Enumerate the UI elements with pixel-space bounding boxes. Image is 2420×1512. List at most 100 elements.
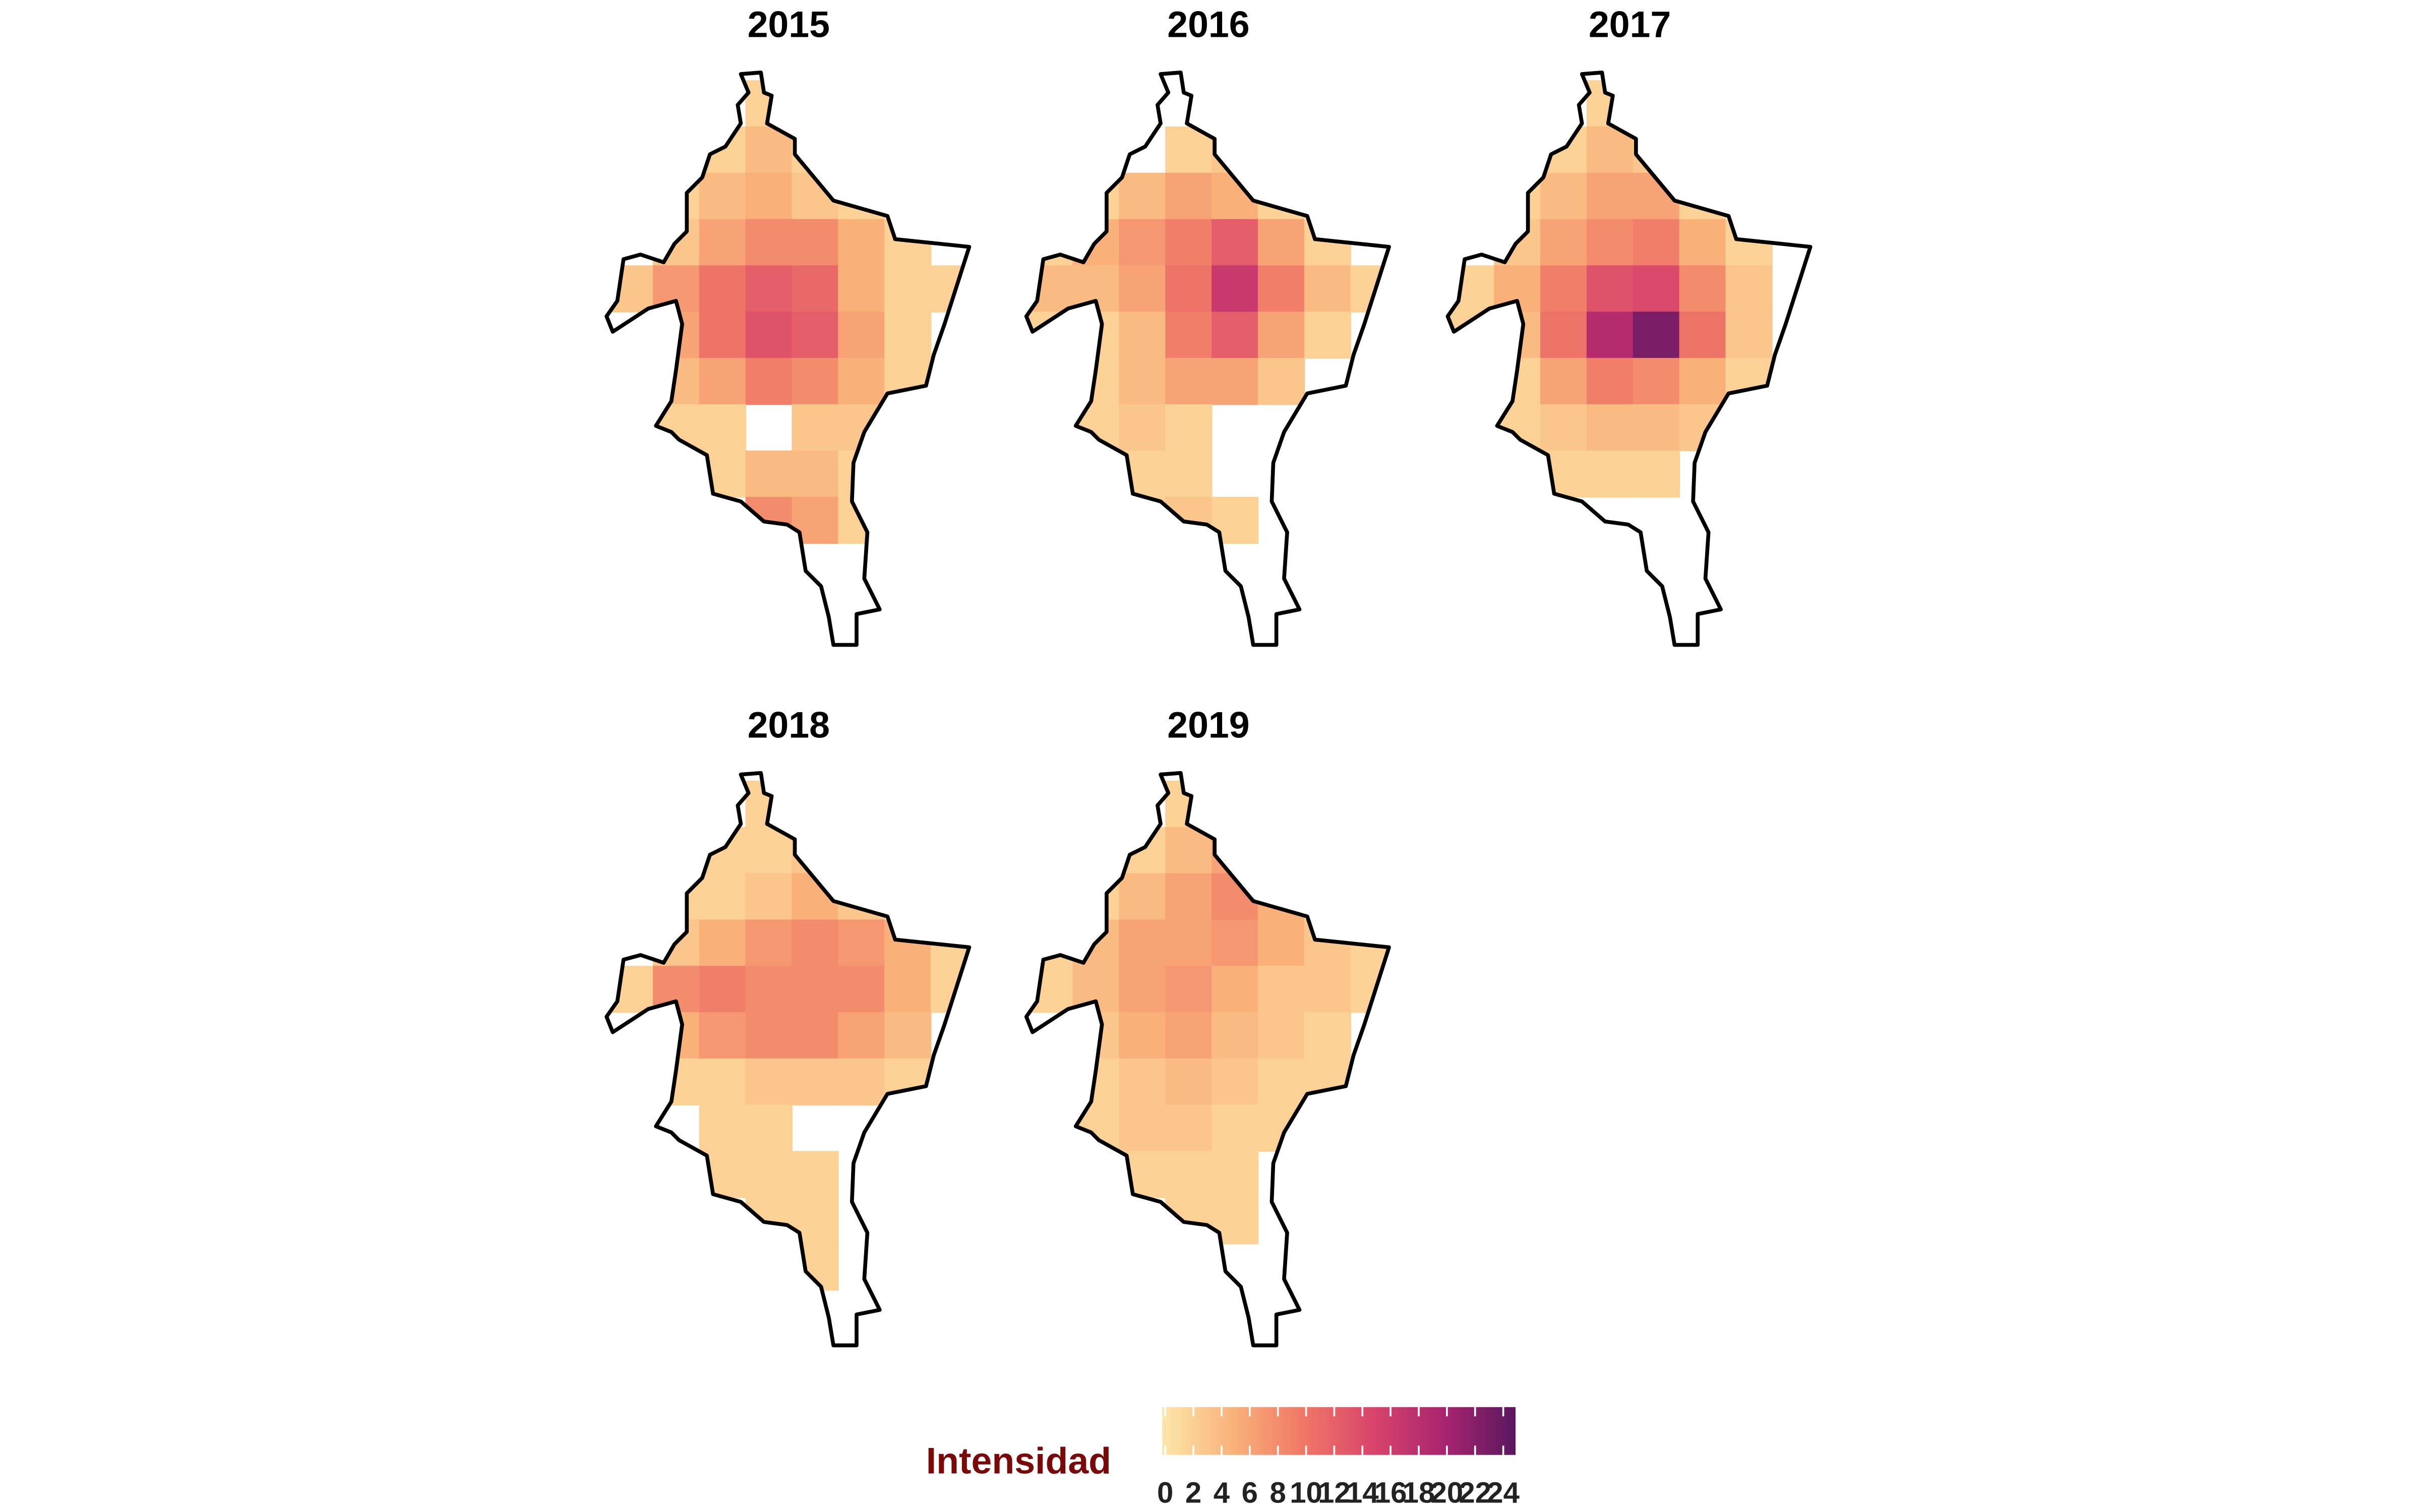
cell <box>699 919 747 967</box>
cell <box>1540 311 1588 359</box>
cell <box>792 127 839 174</box>
cell <box>1679 219 1726 267</box>
legend-tick-label: 8 <box>1270 1477 1286 1509</box>
legend-title: Intensidad <box>926 1439 1111 1481</box>
cell <box>1679 265 1726 312</box>
cell <box>884 1012 932 1059</box>
cell <box>745 358 793 405</box>
cell <box>1165 450 1213 498</box>
boundary <box>604 71 972 647</box>
cell <box>699 404 747 452</box>
cell <box>1257 358 1305 405</box>
cell <box>838 219 885 267</box>
cell <box>699 219 747 267</box>
legend-tick-label: 4 <box>1214 1477 1230 1509</box>
legend-tick-label: 18 <box>1403 1477 1435 1509</box>
panel-title: 2019 <box>1167 704 1249 745</box>
cell <box>884 966 932 1013</box>
panel-title: 2015 <box>748 3 830 45</box>
cell <box>1212 265 1259 312</box>
cell <box>884 311 932 359</box>
panel <box>607 780 970 1291</box>
cell <box>1725 265 1773 312</box>
cell <box>1257 919 1305 967</box>
cell <box>699 311 747 359</box>
cell <box>1165 919 1213 967</box>
cell <box>1119 265 1166 312</box>
cell <box>652 311 700 359</box>
legend-tick-label: 16 <box>1374 1477 1407 1509</box>
cell <box>745 450 793 498</box>
cell <box>838 919 885 967</box>
panel <box>1026 127 1389 544</box>
cell <box>1212 919 1259 967</box>
legend-tick-label: 12 <box>1318 1477 1351 1509</box>
cell <box>884 265 932 312</box>
cell <box>1119 1104 1166 1152</box>
cell <box>792 1012 839 1059</box>
legend-tick-label: 20 <box>1431 1477 1464 1509</box>
legend-tick-label: 24 <box>1487 1477 1520 1509</box>
cell <box>1119 1012 1166 1059</box>
cell <box>745 219 793 267</box>
cell <box>1072 1012 1120 1059</box>
cell <box>1212 358 1259 405</box>
cell <box>1679 358 1726 405</box>
cell <box>838 358 885 405</box>
cell <box>699 265 747 312</box>
cell <box>699 1104 747 1152</box>
cell <box>1257 219 1305 267</box>
cell <box>652 172 700 220</box>
cell <box>838 966 885 1013</box>
cell <box>1119 1058 1166 1106</box>
cell <box>1257 1012 1305 1059</box>
cell <box>1257 265 1305 312</box>
cell <box>1304 966 1352 1013</box>
cell <box>1212 1012 1259 1059</box>
cell <box>1586 358 1634 405</box>
cell <box>699 358 747 405</box>
cell <box>1586 265 1634 312</box>
cell <box>1119 311 1166 359</box>
cell <box>1165 966 1213 1013</box>
cell <box>1586 404 1634 452</box>
cell <box>792 358 839 405</box>
cell <box>745 873 793 921</box>
cell <box>1165 404 1213 452</box>
cell <box>1072 311 1120 359</box>
panel-title: 2017 <box>1589 3 1671 45</box>
cell <box>1165 219 1213 267</box>
cell <box>1586 172 1634 220</box>
cell <box>1212 1151 1259 1199</box>
boundary <box>1024 771 1391 1348</box>
cell <box>838 265 885 312</box>
cell <box>792 265 839 312</box>
cell <box>1212 827 1259 874</box>
cell <box>792 1058 839 1106</box>
cell <box>1212 1058 1259 1106</box>
boundary <box>604 771 972 1348</box>
cell <box>1304 265 1352 312</box>
cell <box>884 1058 932 1106</box>
cell <box>745 1058 793 1106</box>
cell <box>1119 873 1166 921</box>
cell <box>792 1151 839 1199</box>
cell <box>792 311 839 359</box>
cell <box>1540 358 1588 405</box>
legend-tick-label: 6 <box>1242 1477 1258 1509</box>
cell <box>745 311 793 359</box>
panel <box>607 80 970 544</box>
cell <box>838 450 885 498</box>
cell <box>838 1012 885 1059</box>
boundary <box>1024 71 1391 647</box>
boundary <box>1445 71 1812 647</box>
cell <box>1725 358 1773 405</box>
cell <box>1586 219 1634 267</box>
cell <box>1165 172 1213 220</box>
cell <box>792 919 839 967</box>
legend-tick-label: 2 <box>1185 1477 1201 1509</box>
cell <box>792 827 839 874</box>
cell <box>1540 172 1588 220</box>
cell <box>1304 1058 1352 1106</box>
